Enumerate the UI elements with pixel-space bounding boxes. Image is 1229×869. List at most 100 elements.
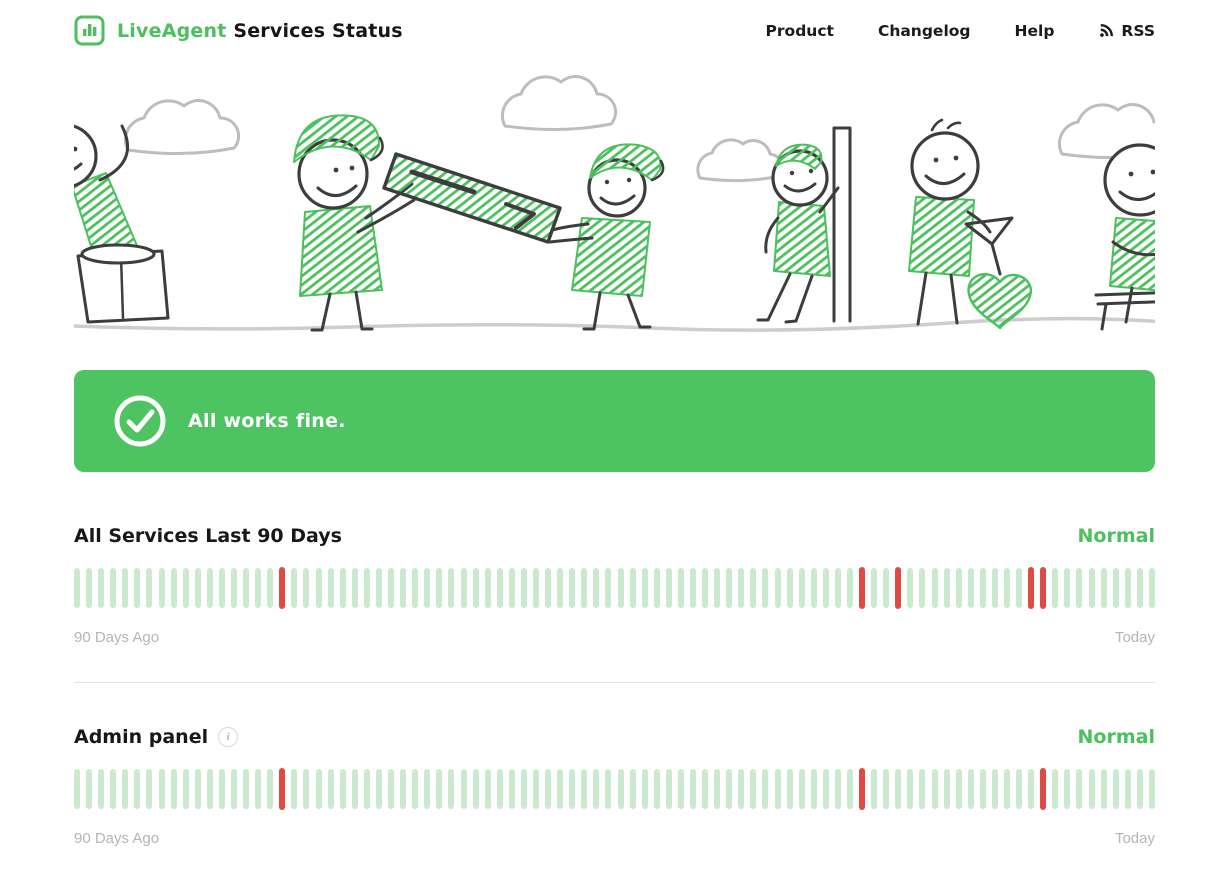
- uptime-bar-up: [1016, 568, 1023, 608]
- nav-rss[interactable]: RSS: [1098, 22, 1155, 40]
- uptime-bar-up: [702, 568, 709, 608]
- uptime-bar-up: [641, 769, 648, 809]
- uptime-bar-up: [206, 568, 213, 608]
- uptime-bar-up: [653, 769, 660, 809]
- uptime-bar-up: [98, 568, 105, 608]
- uptime-bar-up: [762, 769, 769, 809]
- figure-sitting-right: [1094, 143, 1155, 331]
- status-banner-message: All works fine.: [188, 410, 346, 432]
- uptime-bar-up: [714, 568, 721, 608]
- brand[interactable]: LiveAgent Services Status: [74, 15, 403, 46]
- uptime-bar-up: [255, 769, 262, 809]
- check-circle-icon: [114, 395, 166, 447]
- uptime-bar-up: [327, 769, 334, 809]
- uptime-bar-up: [702, 769, 709, 809]
- uptime-bar-up: [967, 568, 974, 608]
- uptime-bar-up: [303, 568, 310, 608]
- uptime-bar-up: [1004, 568, 1011, 608]
- uptime-bar-up: [267, 769, 274, 809]
- uptime-bar-up: [750, 769, 757, 809]
- figure-with-shovel: [908, 118, 1033, 330]
- uptime-bar-up: [146, 568, 153, 608]
- uptime-bar-up: [1004, 769, 1011, 809]
- uptime-bar-up: [798, 568, 805, 608]
- uptime-bar-up: [605, 769, 612, 809]
- uptime-bar-up: [1076, 769, 1083, 809]
- uptime-bars: [74, 768, 1155, 810]
- uptime-bar-up: [774, 568, 781, 608]
- uptime-bar-up: [834, 769, 841, 809]
- figure-carrier-right: [548, 143, 665, 331]
- uptime-bar-up: [339, 568, 346, 608]
- page-title: LiveAgent Services Status: [117, 20, 403, 42]
- uptime-bar-up: [665, 769, 672, 809]
- uptime-bar-up: [231, 769, 238, 809]
- uptime-bar-up: [388, 568, 395, 608]
- figure-sitting-left: [74, 124, 170, 324]
- nav-product[interactable]: Product: [765, 21, 834, 40]
- nav-changelog[interactable]: Changelog: [877, 21, 971, 40]
- uptime-bar-up: [979, 568, 986, 608]
- uptime-bar-up: [339, 769, 346, 809]
- uptime-bar-up: [1028, 769, 1035, 809]
- uptime-bar-up: [110, 568, 117, 608]
- uptime-bar-up: [834, 568, 841, 608]
- uptime-bar-up: [557, 568, 564, 608]
- uptime-bar-up: [496, 769, 503, 809]
- uptime-bar-up: [1052, 769, 1059, 809]
- uptime-bar-up: [508, 568, 515, 608]
- uptime-bar-up: [871, 568, 878, 608]
- nav-help[interactable]: Help: [1014, 21, 1055, 40]
- uptime-bar-up: [86, 568, 93, 608]
- uptime-bar-up: [545, 568, 552, 608]
- uptime-bar-up: [581, 769, 588, 809]
- uptime-bar-up: [883, 769, 890, 809]
- uptime-bar-up: [605, 568, 612, 608]
- uptime-bar-up: [919, 568, 926, 608]
- uptime-bar-up: [955, 769, 962, 809]
- info-icon[interactable]: i: [218, 727, 239, 747]
- uptime-bar-up: [714, 769, 721, 809]
- uptime-bar-up: [629, 568, 636, 608]
- uptime-bar-up: [375, 769, 382, 809]
- uptime-bar-down: [279, 567, 286, 609]
- service-title: All Services Last 90 Days: [74, 525, 342, 547]
- uptime-bar-up: [363, 568, 370, 608]
- uptime-bar-up: [496, 568, 503, 608]
- uptime-bar-up: [448, 769, 455, 809]
- uptime-bar-up: [400, 568, 407, 608]
- uptime-bar-up: [182, 568, 189, 608]
- status-badge: Normal: [1077, 525, 1155, 547]
- uptime-bar-up: [194, 769, 201, 809]
- uptime-bar-up: [194, 568, 201, 608]
- uptime-bar-up: [689, 769, 696, 809]
- timeline-start-label: 90 Days Ago: [74, 629, 160, 646]
- hero-illustration: [74, 66, 1155, 336]
- uptime-bar-up: [991, 568, 998, 608]
- uptime-bar-up: [617, 769, 624, 809]
- uptime-bar-up: [629, 769, 636, 809]
- uptime-bar-up: [1112, 769, 1119, 809]
- uptime-bar-up: [786, 568, 793, 608]
- uptime-bar-up: [327, 568, 334, 608]
- uptime-bar-up: [798, 769, 805, 809]
- uptime-bar-up: [653, 568, 660, 608]
- uptime-bar-up: [738, 769, 745, 809]
- uptime-bar-up: [822, 568, 829, 608]
- uptime-bar-up: [762, 568, 769, 608]
- uptime-bar-up: [218, 769, 225, 809]
- timeline-end-label: Today: [1114, 629, 1155, 646]
- timeline-end-label: Today: [1114, 830, 1155, 847]
- uptime-bar-up: [726, 568, 733, 608]
- uptime-bar-up: [484, 568, 491, 608]
- uptime-bar-up: [907, 769, 914, 809]
- uptime-bar-up: [677, 568, 684, 608]
- status-banner: All works fine.: [74, 370, 1155, 472]
- uptime-bar-up: [871, 769, 878, 809]
- figure-carrier-left: [293, 114, 416, 332]
- uptime-bar-up: [182, 769, 189, 809]
- uptime-bar-up: [931, 769, 938, 809]
- uptime-bar-up: [134, 769, 141, 809]
- uptime-bar-up: [315, 769, 322, 809]
- page-header: LiveAgent Services Status Product Change…: [74, 0, 1155, 54]
